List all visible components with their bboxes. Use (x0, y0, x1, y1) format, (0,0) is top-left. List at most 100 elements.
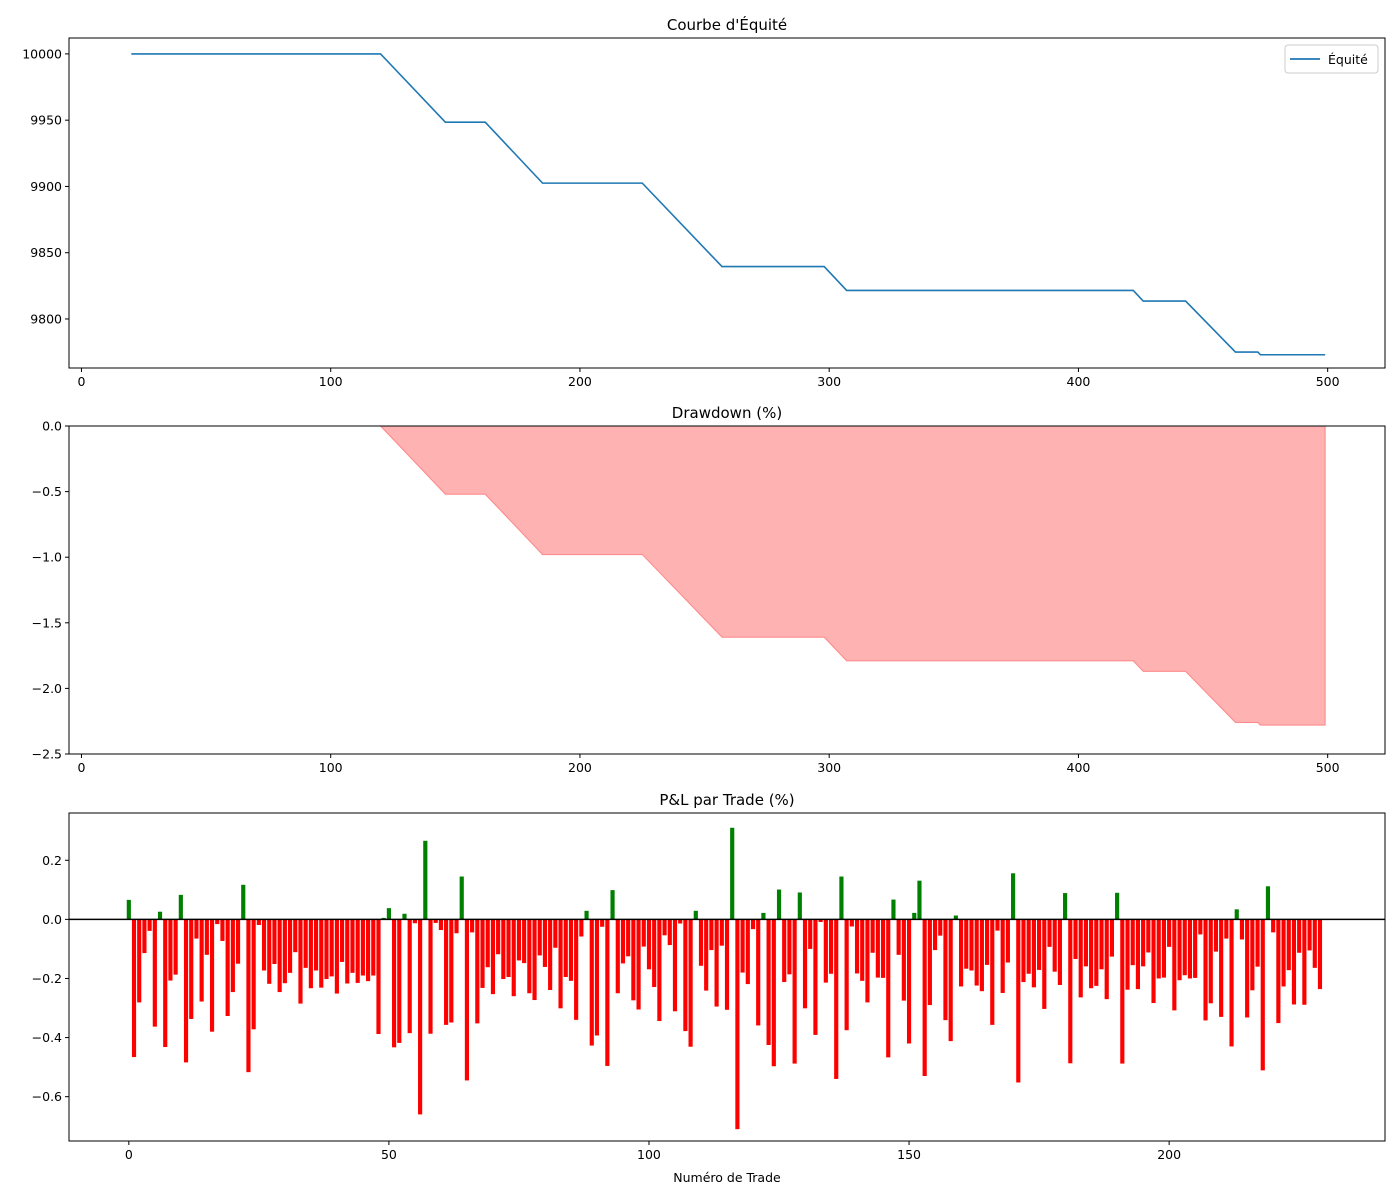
x-tick-label: 0 (125, 1147, 133, 1162)
pnl-bar (1250, 919, 1255, 991)
pnl-bar (1073, 919, 1078, 959)
pnl-bar (142, 919, 147, 954)
y-tick-label: −1.0 (32, 550, 62, 565)
pnl-bar (958, 919, 964, 987)
x-tick-label: 200 (568, 760, 592, 775)
pnl-bar (1057, 919, 1062, 985)
pnl-bar (901, 919, 906, 1001)
pnl-bar (1000, 919, 1005, 993)
pnl-bar (615, 919, 620, 994)
x-tick-label: 400 (1067, 760, 1091, 775)
pnl-bar (366, 919, 371, 982)
pnl-bar (558, 919, 563, 1009)
pnl-bar (444, 919, 449, 1025)
y-tick-label: 0.0 (42, 419, 62, 434)
pnl-bar (464, 919, 469, 1081)
pnl-bar (1245, 919, 1250, 1018)
x-tick-label: 100 (319, 760, 343, 775)
pnl-bar (860, 919, 865, 981)
pnl-bar (1255, 919, 1260, 967)
pnl-bar (329, 919, 334, 977)
x-tick-label: 300 (817, 760, 841, 775)
equity-chart-x-ticks: 0 100 200 300 400 500 (77, 368, 1340, 389)
pnl-bar (964, 919, 969, 969)
pnl-bar (854, 919, 860, 974)
pnl-bar (813, 919, 818, 1035)
pnl-bar (527, 919, 532, 994)
pnl-bar (1068, 919, 1073, 1064)
x-tick-label: 100 (637, 1147, 661, 1162)
pnl-bar (126, 899, 131, 920)
pnl-bar (600, 919, 605, 927)
pnl-bar (1016, 919, 1021, 1083)
pnl-bar (1089, 919, 1094, 989)
pnl-bar (360, 919, 365, 976)
equity-chart: Courbe d'Équité 0 100 200 300 400 500 9800 985… (22, 15, 1386, 389)
pnl-bar (1063, 893, 1068, 920)
pnl-bar (293, 919, 298, 953)
pnl-chart-x-label: Numéro de Trade (673, 1170, 781, 1185)
pnl-bar (865, 919, 870, 1003)
drawdown-chart-x-ticks: 0 100 200 300 400 500 (77, 754, 1340, 775)
pnl-bar (1156, 919, 1161, 979)
pnl-bar (303, 919, 308, 968)
pnl-bar (787, 919, 792, 975)
pnl-bar (1151, 919, 1156, 1004)
pnl-bar (792, 919, 797, 1064)
pnl-bar (313, 919, 319, 971)
pnl-bar (189, 919, 194, 1019)
pnl-bar (1260, 919, 1265, 1071)
pnl-bar (1219, 919, 1224, 1017)
pnl-bar (1026, 919, 1031, 974)
pnl-bar (678, 919, 683, 924)
pnl-bar (282, 919, 287, 984)
pnl-bar (620, 919, 626, 964)
pnl-bar (246, 919, 251, 1073)
pnl-bar (1198, 919, 1203, 935)
pnl-bar (1312, 919, 1317, 968)
pnl-bar (1021, 919, 1026, 983)
pnl-bar (641, 919, 646, 947)
pnl-bar (563, 919, 568, 977)
pnl-bar (891, 899, 896, 920)
pnl-bar (376, 919, 381, 1035)
pnl-bar (251, 919, 256, 1030)
pnl-bar (652, 919, 657, 988)
drawdown-area (379, 425, 1326, 726)
pnl-bar (334, 919, 339, 994)
pnl-bar (230, 919, 235, 993)
pnl-bar (392, 919, 397, 1048)
pnl-chart-frame (68, 812, 1386, 1142)
pnl-bar (714, 919, 719, 1007)
pnl-bar (542, 919, 548, 967)
drawdown-chart: Drawdown (%) 0 100 200 300 400 500 0.0 −0.5 −1.… (32, 404, 1386, 775)
pnl-bar (298, 919, 303, 1004)
pnl-bar (480, 919, 485, 988)
pnl-bar (745, 919, 750, 985)
y-tick-label: 0.2 (42, 853, 62, 868)
y-tick-label: −1.5 (32, 615, 62, 630)
pnl-chart-title: P&L par Trade (%) (659, 791, 794, 809)
pnl-bar (470, 919, 475, 933)
pnl-bar (308, 919, 313, 989)
pnl-bar (849, 919, 854, 927)
pnl-bar (350, 919, 355, 973)
pnl-bar (516, 919, 522, 961)
pnl-bar (730, 827, 735, 920)
pnl-bar (355, 919, 360, 983)
pnl-bar (693, 910, 698, 920)
equity-legend: Équité (1284, 44, 1379, 74)
pnl-bar (475, 919, 480, 1024)
pnl-bar (220, 919, 225, 941)
drawdown-chart-y-ticks: 0.0 −0.5 −1.0 −1.5 −2.0 −2.5 (32, 419, 69, 762)
pnl-bar (532, 919, 537, 1001)
pnl-bar (657, 919, 662, 1022)
pnl-bar (709, 919, 714, 951)
pnl-bar (418, 919, 423, 1115)
pnl-bar (943, 919, 948, 1021)
pnl-bar (667, 919, 672, 946)
pnl-bar (750, 919, 756, 930)
pnl-bar (548, 919, 553, 990)
pnl-bar (724, 919, 730, 1010)
pnl-bar (1109, 919, 1114, 957)
